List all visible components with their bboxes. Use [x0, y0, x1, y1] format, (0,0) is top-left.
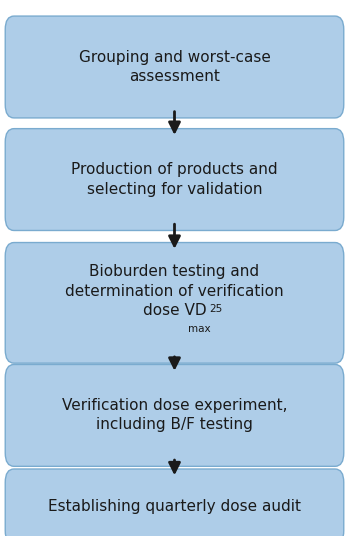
FancyBboxPatch shape [5, 242, 344, 363]
FancyBboxPatch shape [5, 16, 344, 118]
FancyBboxPatch shape [5, 469, 344, 536]
Text: Grouping and worst-case
assessment: Grouping and worst-case assessment [79, 50, 270, 84]
Text: max: max [188, 324, 210, 334]
Text: Bioburden testing and
determination of verification
dose VD: Bioburden testing and determination of v… [65, 264, 284, 318]
FancyBboxPatch shape [5, 129, 344, 230]
Text: Production of products and
selecting for validation: Production of products and selecting for… [71, 162, 278, 197]
Text: Verification dose experiment,
including B/F testing: Verification dose experiment, including … [62, 398, 287, 433]
FancyBboxPatch shape [5, 364, 344, 466]
Text: Establishing quarterly dose audit: Establishing quarterly dose audit [48, 499, 301, 514]
Text: 25: 25 [209, 303, 223, 314]
